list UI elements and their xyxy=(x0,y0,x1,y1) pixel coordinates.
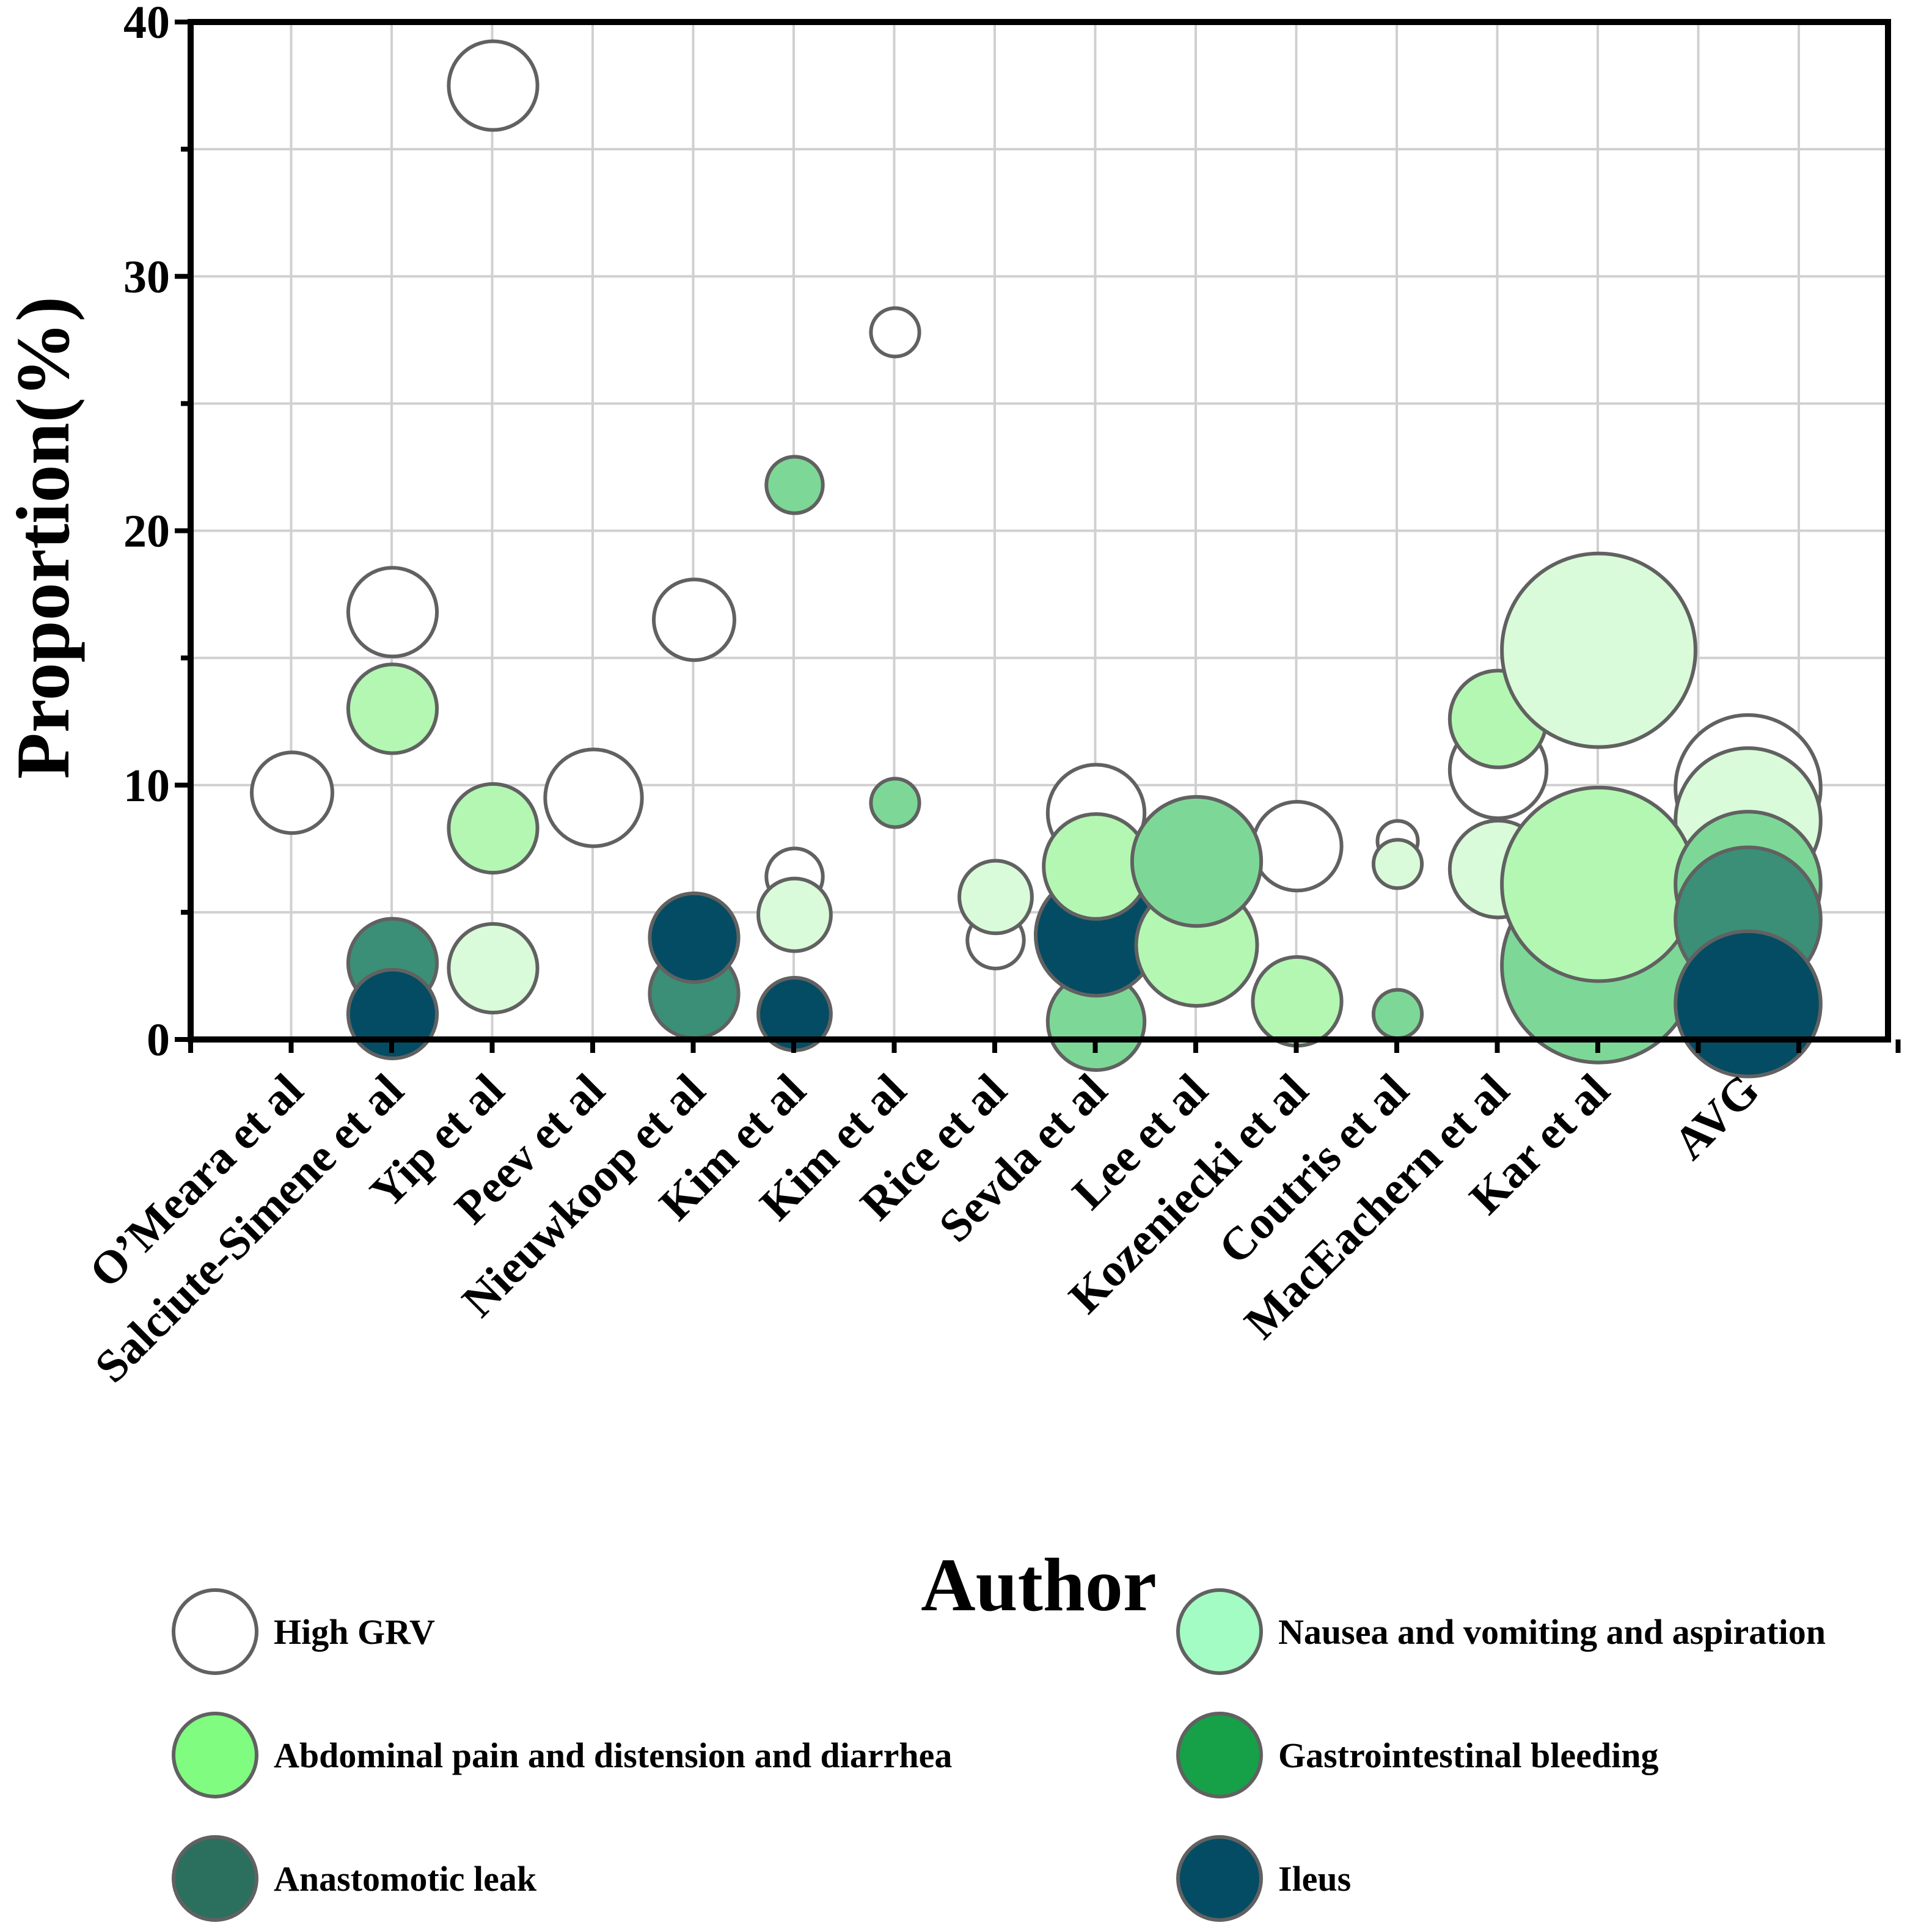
legend: High GRV Nausea and vomiting and aspirati… xyxy=(172,1588,1826,1922)
bubble-point xyxy=(346,967,439,1060)
y-tick-label: 40 xyxy=(123,0,170,48)
bubble-point xyxy=(1130,795,1264,928)
bubble-point xyxy=(250,750,334,835)
legend-label: Gastrointestinal bleeding xyxy=(1278,1736,1658,1775)
bubble-layer xyxy=(250,39,1823,1079)
bubble-point xyxy=(1251,955,1344,1048)
legend-label: Anastomotic leak xyxy=(274,1859,537,1899)
bubble-point xyxy=(756,876,833,953)
legend-marker xyxy=(172,1835,258,1922)
y-tick-label: 10 xyxy=(123,760,170,812)
bubble-point xyxy=(957,859,1034,936)
bubble-point xyxy=(1500,785,1697,983)
axes xyxy=(175,19,1901,1053)
bubble-point xyxy=(543,747,644,848)
legend-marker xyxy=(1176,1588,1263,1675)
bubble-point xyxy=(1251,800,1344,893)
bubble-point xyxy=(447,39,540,132)
bubble-point xyxy=(447,782,540,875)
legend-label: Ileus xyxy=(1278,1859,1351,1899)
legend-label: Nausea and vomiting and aspiration xyxy=(1278,1612,1826,1652)
y-tick-label: 30 xyxy=(123,251,170,302)
bubble-point xyxy=(869,306,921,359)
bubble-point xyxy=(346,662,439,755)
bubble-point xyxy=(652,577,736,662)
legend-label: Abdominal pain and distension and diarrh… xyxy=(274,1736,952,1775)
legend-marker xyxy=(172,1712,258,1798)
bubble-point xyxy=(447,922,540,1015)
bubble-point xyxy=(648,891,741,984)
x-axis-title: Author xyxy=(921,1543,1157,1627)
bubble-point xyxy=(869,777,921,829)
y-tick-label: 20 xyxy=(123,506,170,557)
legend-marker xyxy=(172,1588,258,1675)
bubble-point xyxy=(1674,929,1823,1079)
y-tick-label: 0 xyxy=(147,1014,170,1066)
y-axis-title: Proportion(%) xyxy=(1,296,85,779)
legend-marker xyxy=(1176,1712,1263,1798)
legend-label: High GRV xyxy=(274,1612,435,1652)
y-tick-labels: 0 10 20 30 40 xyxy=(123,0,170,1066)
bubble-point xyxy=(1371,838,1424,890)
bubble-point xyxy=(346,566,439,659)
bubble-point xyxy=(764,455,825,515)
bubble-point xyxy=(1371,988,1424,1040)
bubble-point xyxy=(1500,551,1697,749)
x-category-label: AVG xyxy=(1664,1065,1769,1170)
legend-marker xyxy=(1176,1835,1263,1922)
